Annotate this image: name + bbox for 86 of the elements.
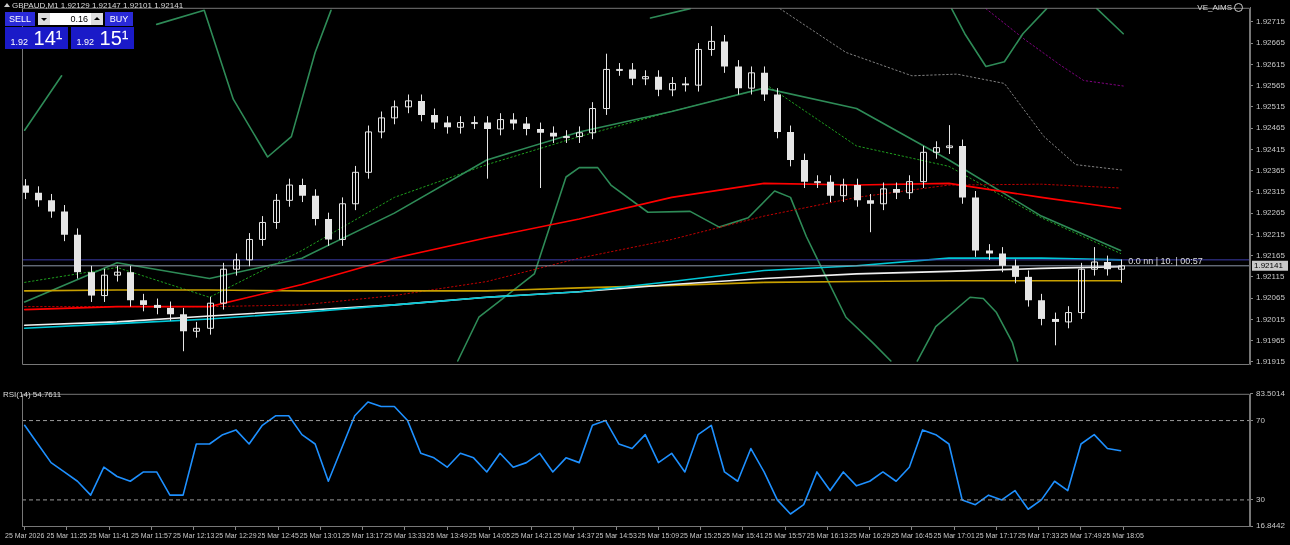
candlestick <box>854 178 861 208</box>
chart-title: GBPAUD,M1 1.92129 1.92147 1.92101 1.92141 <box>12 0 184 11</box>
candlestick <box>933 140 940 160</box>
y-tick-label: 1.91965 <box>1256 335 1286 345</box>
annotation: SELL <box>5 12 35 26</box>
candlestick <box>48 193 55 219</box>
candlestick <box>801 153 808 189</box>
candlestick <box>391 99 398 125</box>
candlestick <box>1038 293 1045 326</box>
candlestick <box>906 174 913 200</box>
candlestick <box>457 115 464 135</box>
y-tick-label: 1.92165 <box>1256 250 1286 260</box>
candlestick <box>523 116 530 136</box>
candlestick <box>827 174 834 203</box>
y-tick-label: 1.92015 <box>1256 314 1286 324</box>
y-tick-label: 1.92315 <box>1256 187 1286 197</box>
candlestick <box>655 69 662 97</box>
annotation: 0.0 nn | 10. | 00:57 <box>1128 256 1203 267</box>
candlestick <box>220 262 227 311</box>
candlestick <box>880 182 887 211</box>
candlestick <box>418 94 425 122</box>
candlestick <box>259 215 266 247</box>
y-tick-label: 1.92415 <box>1256 144 1286 154</box>
line-series <box>985 8 1124 87</box>
candlestick <box>286 178 293 208</box>
candlestick <box>352 165 359 211</box>
candlestick <box>365 125 372 180</box>
y-tick-label: 1.92565 <box>1256 80 1286 90</box>
ref-line-label: 1.92141 <box>1254 261 1284 271</box>
candlestick <box>405 94 412 114</box>
candlestick <box>233 252 240 277</box>
y-tick-label: 16.8442 <box>1256 521 1286 531</box>
candlestick <box>35 185 42 208</box>
candlestick <box>603 53 610 116</box>
candlestick <box>629 62 636 86</box>
candlestick <box>1052 312 1059 346</box>
candlestick <box>497 112 504 136</box>
annotation: BUY <box>105 12 133 26</box>
candlestick <box>22 178 29 200</box>
candlestick <box>246 232 253 267</box>
candlestick <box>273 193 280 230</box>
y-tick-label: 1.92115 <box>1256 272 1285 282</box>
candlestick <box>1065 305 1072 329</box>
candlestick <box>88 265 95 303</box>
candlestick <box>735 59 742 96</box>
y-tick-label: 1.91915 <box>1256 357 1286 367</box>
y-tick-label: 30 <box>1256 495 1266 505</box>
y-tick-label: 1.92515 <box>1256 102 1286 112</box>
annotation: 1.92 15¹ <box>76 27 129 49</box>
candlestick <box>325 212 332 247</box>
annotation: 1.92 14¹ <box>10 27 63 49</box>
y-tick-label: 1.92615 <box>1256 59 1286 69</box>
candlestick <box>378 111 385 139</box>
y-tick-label: 1.92065 <box>1256 293 1286 303</box>
annotation: 0.16 <box>50 13 91 25</box>
y-tick-label: 83.5014 <box>1256 389 1286 398</box>
candlestick <box>312 188 319 226</box>
candlestick <box>339 196 346 247</box>
candlestick <box>167 301 174 322</box>
candlestick <box>761 65 768 102</box>
candlestick <box>682 76 689 93</box>
candlestick <box>431 108 438 130</box>
y-tick-label: 1.92215 <box>1256 229 1286 239</box>
candlestick <box>537 122 544 189</box>
annotation: VE_AIMS <box>1197 2 1232 13</box>
candlestick <box>61 204 68 242</box>
y-tick-label: 1.92465 <box>1256 123 1286 133</box>
candlestick <box>946 124 953 155</box>
chart-title: RSI(14) 54.7611 <box>3 389 62 400</box>
candlestick <box>695 42 702 93</box>
y-tick-label: 1.92665 <box>1256 38 1286 48</box>
candlestick <box>708 25 715 57</box>
y-tick-label: 1.92265 <box>1256 208 1286 218</box>
candlestick <box>840 178 847 203</box>
candlestick <box>101 268 108 303</box>
candlestick <box>589 101 596 140</box>
candlestick <box>920 145 927 189</box>
candlestick <box>484 115 491 180</box>
candlestick <box>669 76 676 97</box>
y-tick-label: 1.92365 <box>1256 165 1286 175</box>
y-tick-label: 1.92715 <box>1256 17 1286 27</box>
y-tick-label: 70 <box>1256 415 1266 425</box>
candlestick <box>1025 269 1032 308</box>
candlestick <box>867 193 874 233</box>
candlestick <box>748 65 755 96</box>
candlestick <box>299 178 306 203</box>
